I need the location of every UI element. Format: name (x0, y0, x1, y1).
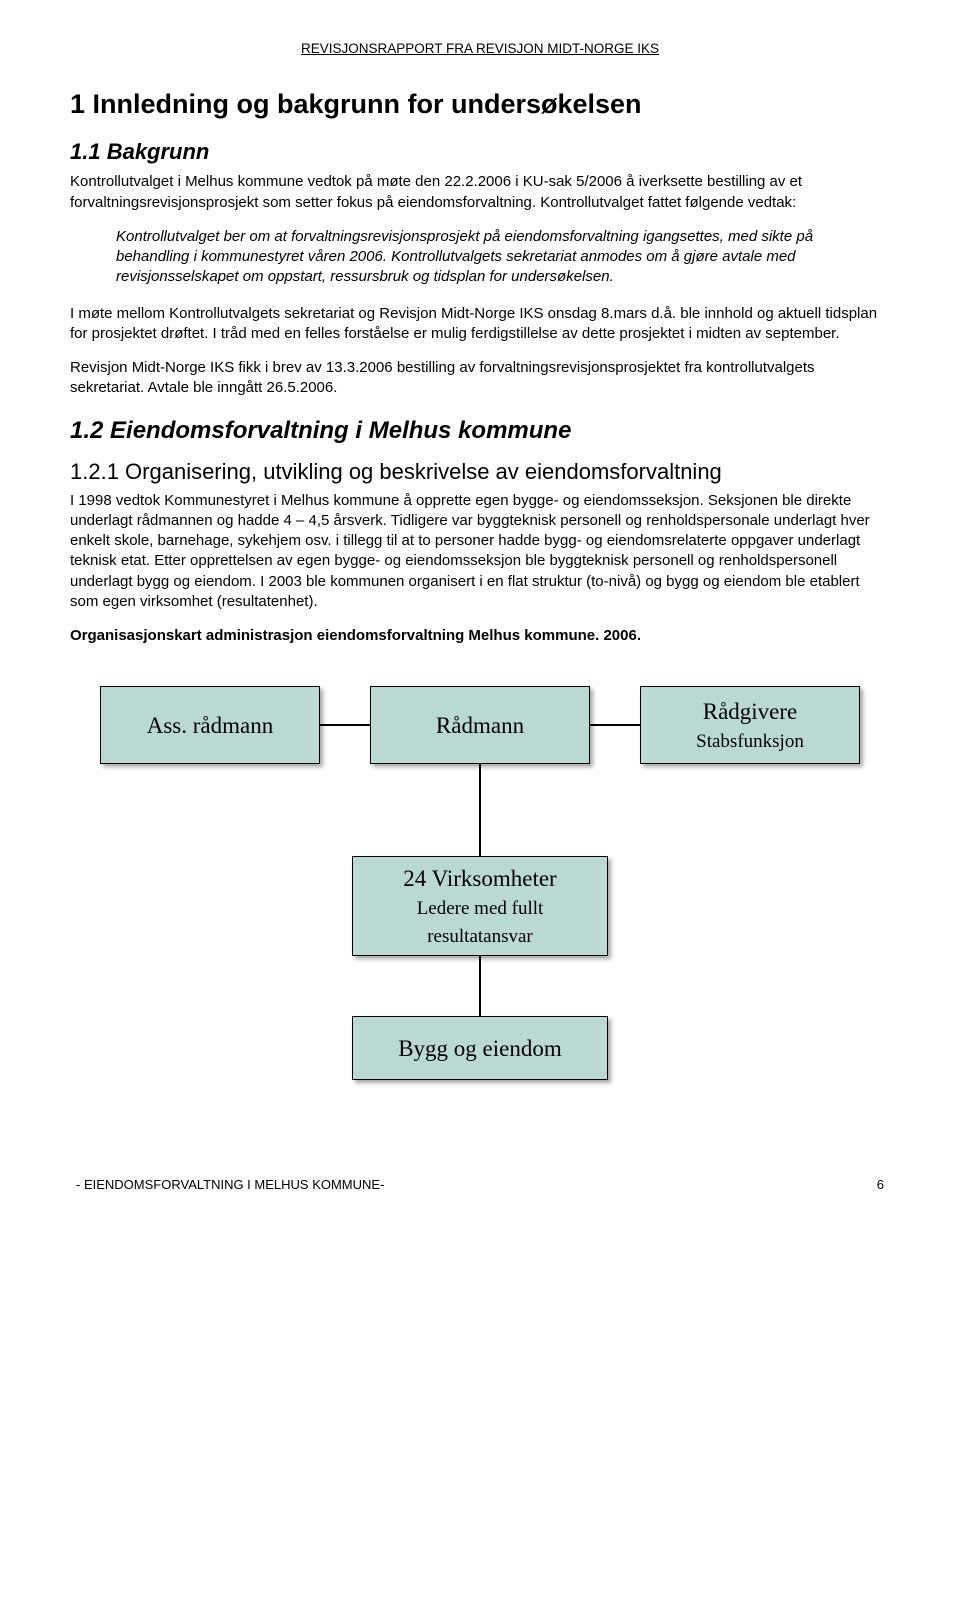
section-1-1-p3: Revisjon Midt-Norge IKS fikk i brev av 1… (70, 358, 890, 399)
org-node-ass-radmann: Ass. rådmann (100, 686, 320, 764)
org-connector (590, 724, 640, 726)
org-node-label: Ass. rådmann (147, 710, 273, 741)
section-1-2-1-p2: Organisasjonskart administrasjon eiendom… (70, 626, 890, 646)
page-header: REVISJONSRAPPORT FRA REVISJON MIDT-NORGE… (70, 40, 890, 58)
section-1-2-title: 1.2 Eiendomsforvaltning i Melhus kommune (70, 415, 890, 447)
org-node-radmann: Rådmann (370, 686, 590, 764)
section-1-1-title: 1.1 Bakgrunn (70, 137, 890, 167)
footer-page-number: 6 (877, 1176, 884, 1194)
org-node-label: 24 Virksomheter (403, 863, 556, 894)
section-1-1-quote: Kontrollutvalget ber om at forvaltningsr… (116, 227, 870, 288)
org-node-radgivere: Rådgivere Stabsfunksjon (640, 686, 860, 764)
org-node-sublabel: Ledere med fullt (417, 896, 544, 922)
org-node-virksomheter: 24 Virksomheter Ledere med fullt resulta… (352, 856, 608, 956)
org-node-sublabel: Stabsfunksjon (696, 729, 804, 755)
org-chart: Ass. rådmann Rådmann Rådgivere Stabsfunk… (70, 686, 890, 1116)
footer-left: - EIENDOMSFORVALTNING I MELHUS KOMMUNE- (76, 1176, 384, 1194)
org-node-sublabel2: resultatansvar (427, 924, 533, 950)
section-1-1-p1: Kontrollutvalget i Melhus kommune vedtok… (70, 172, 890, 213)
org-node-bygg-eiendom: Bygg og eiendom (352, 1016, 608, 1080)
org-connector (320, 724, 370, 726)
org-node-label: Bygg og eiendom (398, 1033, 562, 1064)
section-1-2-1-title: 1.2.1 Organisering, utvikling og beskriv… (70, 457, 890, 487)
section-1-title: 1 Innledning og bakgrunn for undersøkels… (70, 86, 890, 122)
org-node-label: Rådgivere (703, 696, 798, 727)
org-connector (479, 956, 481, 1016)
section-1-1-p2: I møte mellom Kontrollutvalgets sekretar… (70, 304, 890, 345)
org-connector (479, 764, 481, 856)
section-1-2-1-p1: I 1998 vedtok Kommunestyret i Melhus kom… (70, 491, 890, 613)
org-node-label: Rådmann (436, 710, 524, 741)
page-footer: - EIENDOMSFORVALTNING I MELHUS KOMMUNE- … (70, 1176, 890, 1194)
